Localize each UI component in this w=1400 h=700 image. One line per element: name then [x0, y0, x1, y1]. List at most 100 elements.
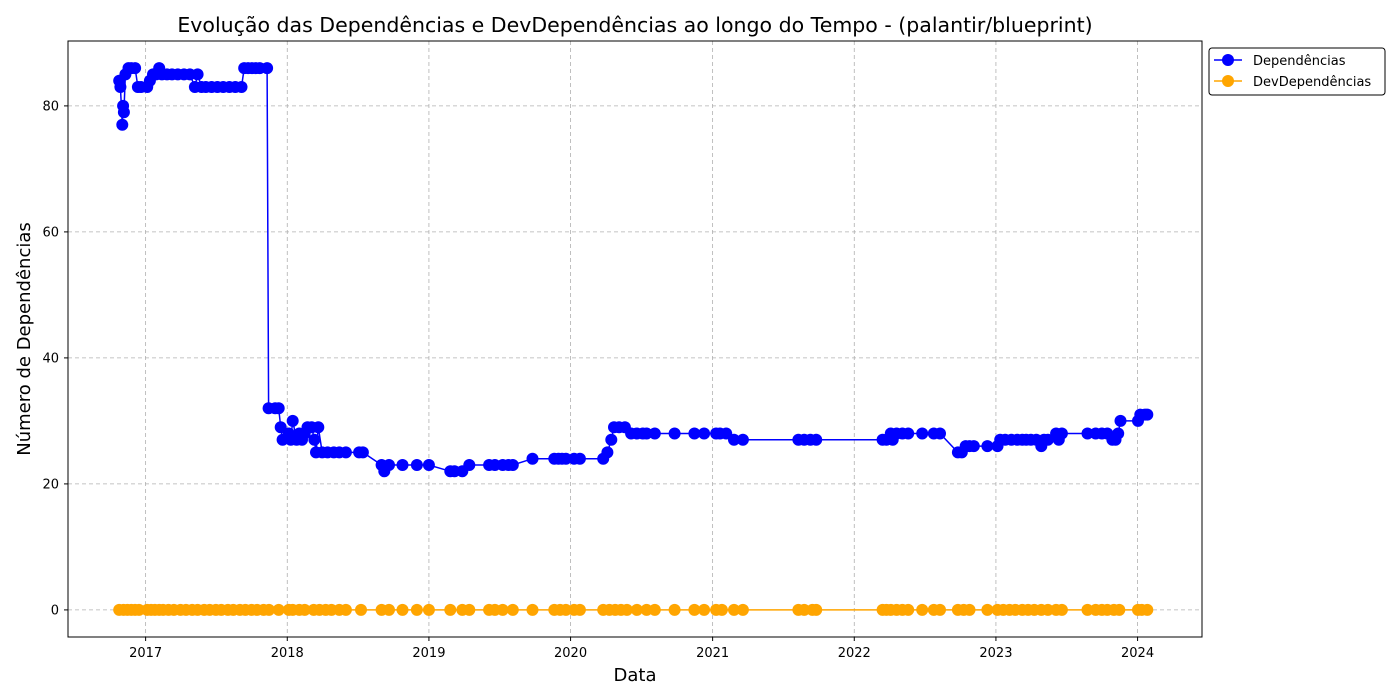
x-grid [145, 41, 1138, 637]
data-point [235, 81, 248, 93]
data-point [810, 433, 823, 446]
y-tick-label: 80 [42, 99, 59, 114]
data-point [526, 452, 539, 465]
data-point [133, 603, 145, 616]
plot-frame [67, 40, 1203, 638]
data-point [410, 459, 423, 471]
data-point [902, 603, 915, 616]
data-point [1081, 603, 1094, 616]
legend: Dependências DevDependências [1208, 47, 1386, 96]
data-point [410, 603, 423, 616]
data-point [736, 433, 749, 446]
data-point [1113, 603, 1126, 616]
data-point [934, 427, 946, 440]
data-point [916, 427, 929, 440]
data-point [506, 459, 519, 471]
data-point [272, 603, 285, 616]
data-point [640, 427, 653, 440]
data-point [274, 421, 287, 434]
y-tick-label: 0 [51, 603, 59, 618]
data-point [383, 603, 395, 616]
data-point [573, 452, 586, 465]
x-tick-label: 2023 [979, 646, 1012, 661]
legend-marker-devdependencias [1222, 75, 1234, 87]
data-point [114, 81, 127, 93]
data-point [308, 433, 321, 446]
data-point [688, 603, 701, 616]
data-point [698, 427, 711, 440]
y-tick-label: 60 [42, 225, 59, 240]
data-point [798, 603, 811, 616]
x-axis-label: Data [614, 665, 657, 686]
y-axis-ticks: 0 20 40 60 80 [42, 99, 68, 618]
data-point [444, 603, 457, 616]
series-layer [113, 62, 1154, 616]
data-point [1041, 433, 1054, 446]
data-point [526, 603, 539, 616]
data-point [715, 603, 728, 616]
series-points-dependencias [113, 62, 1154, 478]
data-point [1114, 414, 1127, 427]
data-point [902, 427, 915, 440]
x-tick-label: 2019 [412, 646, 445, 661]
data-point [312, 421, 325, 434]
data-point [736, 603, 749, 616]
data-point [559, 452, 572, 465]
data-point [963, 603, 976, 616]
data-point [117, 106, 130, 119]
data-point [1041, 603, 1054, 616]
legend-marker-dependencias [1222, 54, 1234, 66]
data-point [648, 427, 661, 440]
data-point [967, 440, 980, 453]
data-point [698, 603, 711, 616]
data-point [129, 62, 142, 75]
data-point [422, 459, 435, 471]
data-point [1141, 603, 1154, 616]
grid [68, 41, 1202, 637]
data-point [688, 427, 701, 440]
data-point [668, 603, 681, 616]
data-point [356, 446, 369, 459]
y-axis-label: Número de Dependências [14, 222, 35, 456]
data-point [559, 603, 572, 616]
data-point [396, 603, 409, 616]
data-point [463, 603, 476, 616]
data-point [1055, 427, 1068, 440]
data-point [630, 603, 643, 616]
data-point [116, 118, 129, 131]
data-point [1112, 427, 1125, 440]
series-points-devdependencias [113, 603, 1154, 616]
x-tick-label: 2022 [838, 646, 871, 661]
data-point [640, 603, 653, 616]
x-tick-label: 2017 [129, 646, 162, 661]
data-point [463, 459, 476, 471]
x-axis-ticks: 2017 2018 2019 2020 2021 2022 2023 2024 [129, 637, 1154, 661]
x-tick-label: 2024 [1121, 646, 1154, 661]
y-grid [68, 105, 1202, 611]
data-point [668, 427, 681, 440]
data-point [339, 603, 352, 616]
data-point [286, 414, 299, 427]
legend-box [1208, 47, 1386, 96]
data-point [573, 603, 586, 616]
y-tick-label: 40 [42, 351, 59, 366]
data-point [355, 603, 367, 616]
data-point [506, 603, 519, 616]
data-point [191, 68, 204, 81]
data-point [601, 446, 614, 459]
data-point [620, 603, 633, 616]
legend-label-dependencias: Dependências [1253, 54, 1346, 69]
x-tick-label: 2020 [554, 646, 587, 661]
data-point [934, 603, 946, 616]
data-point [422, 603, 435, 616]
data-point [981, 440, 994, 453]
data-point [810, 603, 823, 616]
data-point [339, 446, 352, 459]
data-point [728, 433, 740, 446]
legend-label-devdependencias: DevDependências [1253, 75, 1371, 90]
chart-title: Evolução das Dependências e DevDependênc… [177, 13, 1092, 37]
data-point [1081, 427, 1094, 440]
data-point [272, 402, 285, 415]
data-point [648, 603, 661, 616]
